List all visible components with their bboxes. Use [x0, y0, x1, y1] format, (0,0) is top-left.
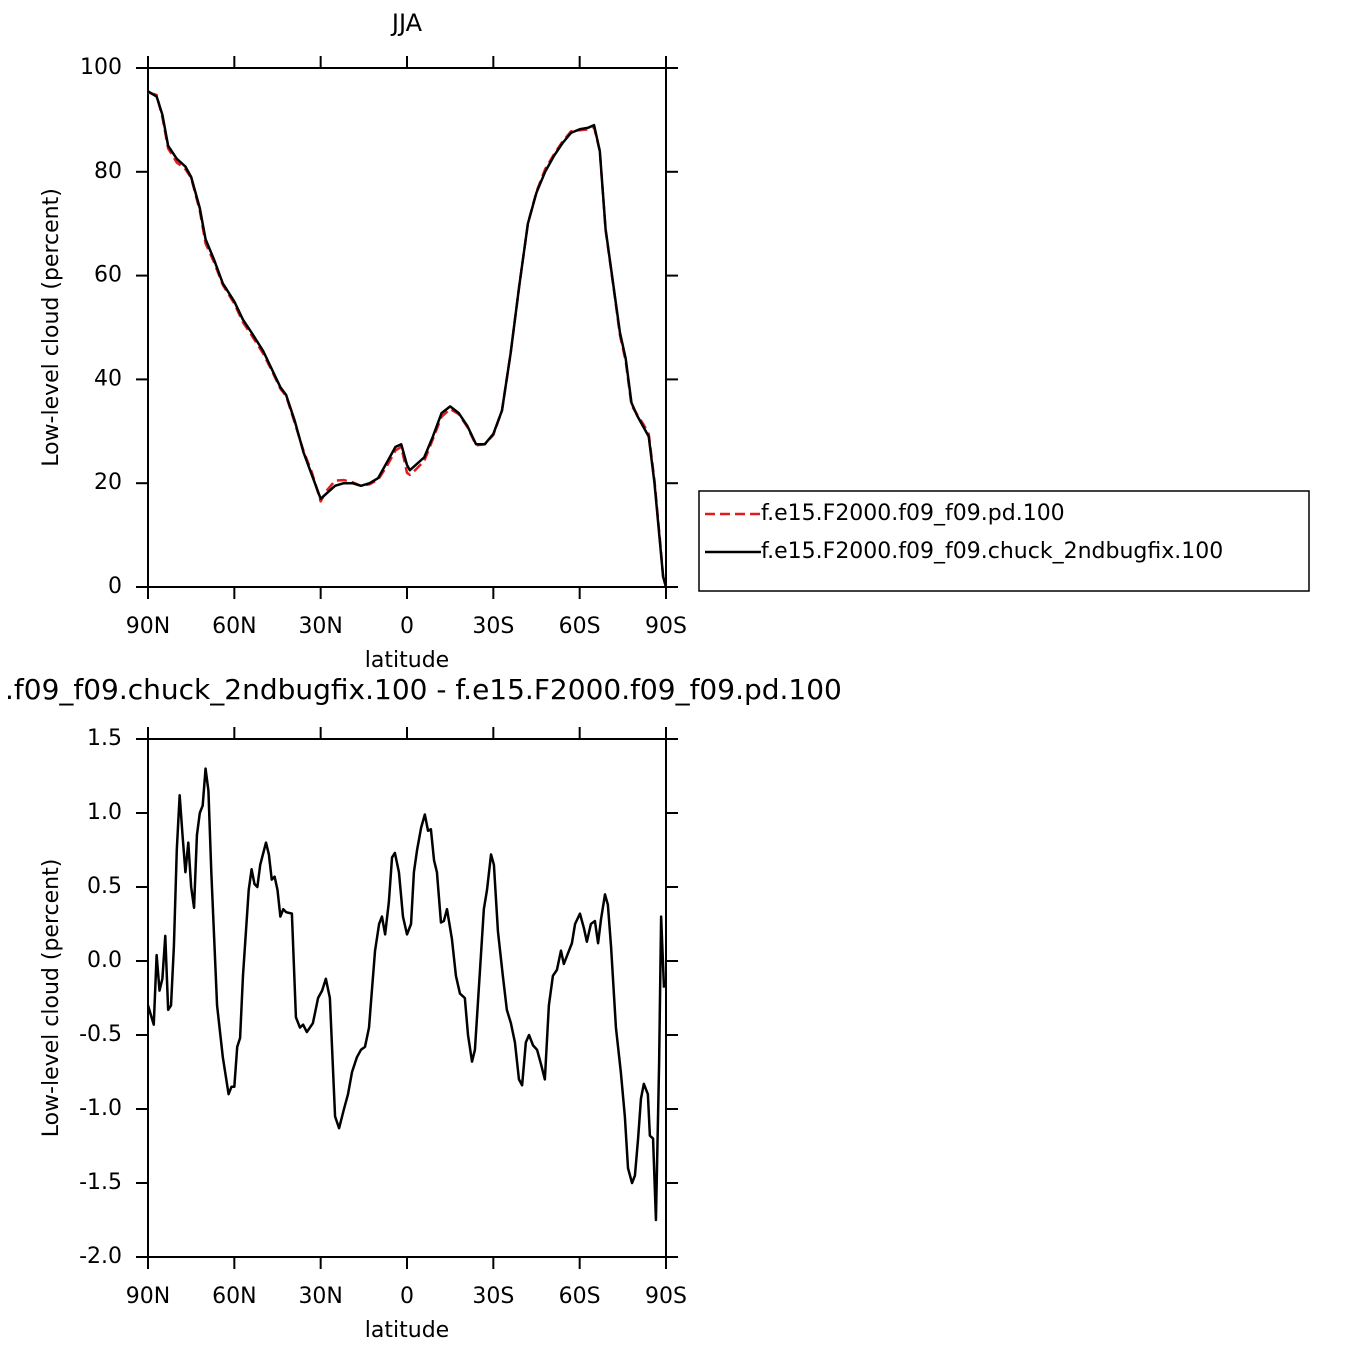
y-tick-label: 0 — [108, 574, 122, 599]
y-axis-label: Low-level cloud (percent) — [39, 188, 64, 467]
x-tick-label: 30S — [472, 1284, 514, 1309]
plot-frame — [147, 67, 667, 588]
y-tick-label: 40 — [94, 366, 122, 391]
x-tick-label: 30N — [298, 1284, 342, 1309]
legend-box — [698, 490, 1310, 592]
x-tick-label: 30S — [472, 614, 514, 639]
x-tick-label: 60S — [559, 614, 601, 639]
y-tick-label: 0.5 — [87, 874, 122, 899]
chart-title: .f09_f09.chuck_2ndbugfix.100 - f.e15.F20… — [5, 673, 842, 706]
x-tick-label: 90S — [645, 1284, 687, 1309]
legend-label: f.e15.F2000.f09_f09.pd.100 — [761, 501, 1065, 526]
y-tick-label: -1.5 — [79, 1170, 122, 1195]
x-tick-label: 30N — [298, 614, 342, 639]
x-axis-label: latitude — [365, 648, 449, 673]
x-tick-label: 90N — [126, 614, 170, 639]
y-axis-label: Low-level cloud (percent) — [39, 859, 64, 1138]
chart-title: JJA — [390, 9, 423, 37]
y-tick-label: 1.0 — [87, 800, 122, 825]
y-tick-label: -0.5 — [79, 1022, 122, 1047]
x-tick-label: 90N — [126, 1284, 170, 1309]
x-tick-label: 60N — [212, 614, 256, 639]
x-tick-label: 0 — [400, 614, 414, 639]
data-line — [147, 91, 668, 588]
y-tick-label: 80 — [94, 159, 122, 184]
plot-frame — [147, 738, 667, 1258]
y-tick-label: 20 — [94, 470, 122, 495]
y-tick-label: 60 — [94, 263, 122, 288]
x-tick-label: 60N — [212, 1284, 256, 1309]
data-line — [146, 767, 666, 1222]
x-tick-label: 90S — [645, 614, 687, 639]
y-tick-label: 1.5 — [87, 726, 122, 751]
legend-label: f.e15.F2000.f09_f09.chuck_2ndbugfix.100 — [761, 539, 1223, 564]
y-tick-label: -2.0 — [79, 1244, 122, 1269]
y-tick-label: 100 — [80, 55, 122, 80]
x-tick-label: 0 — [400, 1284, 414, 1309]
y-tick-label: -1.0 — [79, 1096, 122, 1121]
data-line — [147, 90, 668, 588]
x-tick-label: 60S — [559, 1284, 601, 1309]
x-axis-label: latitude — [365, 1318, 449, 1343]
y-tick-label: 0.0 — [87, 948, 122, 973]
